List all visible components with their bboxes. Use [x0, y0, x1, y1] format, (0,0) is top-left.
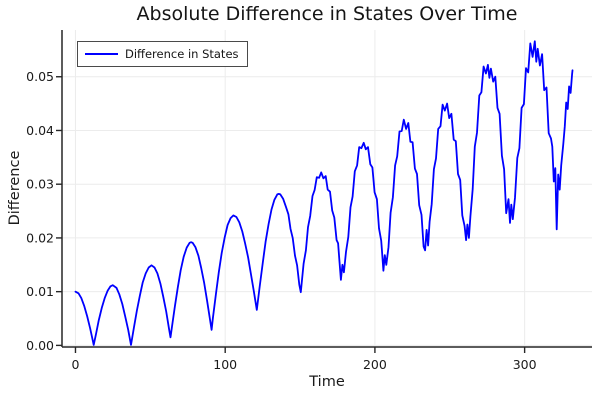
y-tick-label: 0.04 — [26, 123, 54, 138]
x-axis-label: Time — [309, 374, 345, 390]
legend-line-sample — [85, 53, 118, 55]
grid-layer — [62, 30, 592, 347]
legend: Difference in States — [77, 41, 248, 67]
x-tick-label: 100 — [213, 357, 237, 372]
y-tick-label: 0.03 — [26, 177, 54, 192]
x-tick-label: 300 — [513, 357, 537, 372]
y-tick-label: 0.00 — [26, 338, 54, 353]
axis-layer: 0 100 200 300 0.00 0.01 0.02 0.03 0.04 0.05 — [26, 30, 592, 372]
series-layer — [74, 40, 574, 346]
y-axis-label: Difference — [7, 150, 23, 226]
y-tick-label: 0.02 — [26, 230, 54, 245]
chart-title: Absolute Difference in States Over Time — [136, 3, 518, 25]
x-tick-label: 0 — [71, 357, 79, 372]
y-tick-label: 0.05 — [26, 69, 54, 84]
difference-line — [74, 40, 574, 346]
x-tick-label: 200 — [363, 357, 387, 372]
legend-label: Difference in States — [125, 47, 239, 61]
y-tick-label: 0.01 — [26, 284, 54, 299]
